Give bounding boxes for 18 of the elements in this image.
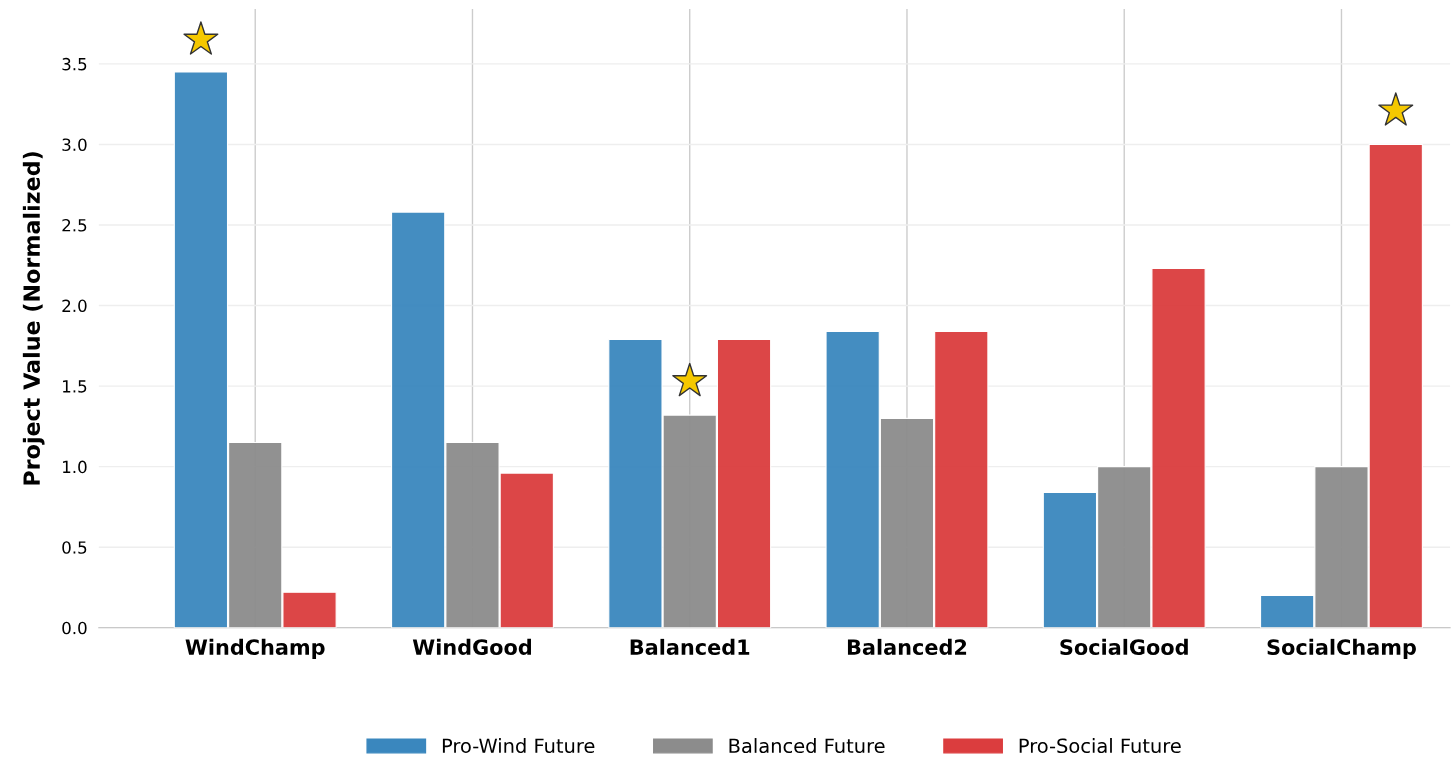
y-tick-label: 0.0 [62,621,87,635]
y-tick-label: 3.5 [62,57,87,71]
x-tick-label: Balanced1 [630,638,750,655]
y-tick-label: 1.5 [63,380,87,393]
y-tick-label: 2.0 [62,299,87,313]
x-tick-label: WindGood [412,638,531,655]
x-tick-label: SocialChamp [1267,638,1416,660]
y-tick-label: 0.5 [62,541,87,554]
y-axis-title: Project Value (Normalized) [22,152,45,485]
legend-label: Balanced Future [729,738,885,754]
x-tick-label: SocialGood [1060,638,1188,655]
x-tick-label: WindChamp [185,638,325,660]
legend-label: Pro-Wind Future [442,738,595,754]
x-tick-label: Balanced2 [847,638,967,655]
y-tick-label: 1.0 [63,460,87,474]
y-tick-label: 2.5 [62,218,87,232]
legend-label: Pro-Social Future [1019,738,1181,754]
y-tick-label: 3.0 [62,138,87,152]
